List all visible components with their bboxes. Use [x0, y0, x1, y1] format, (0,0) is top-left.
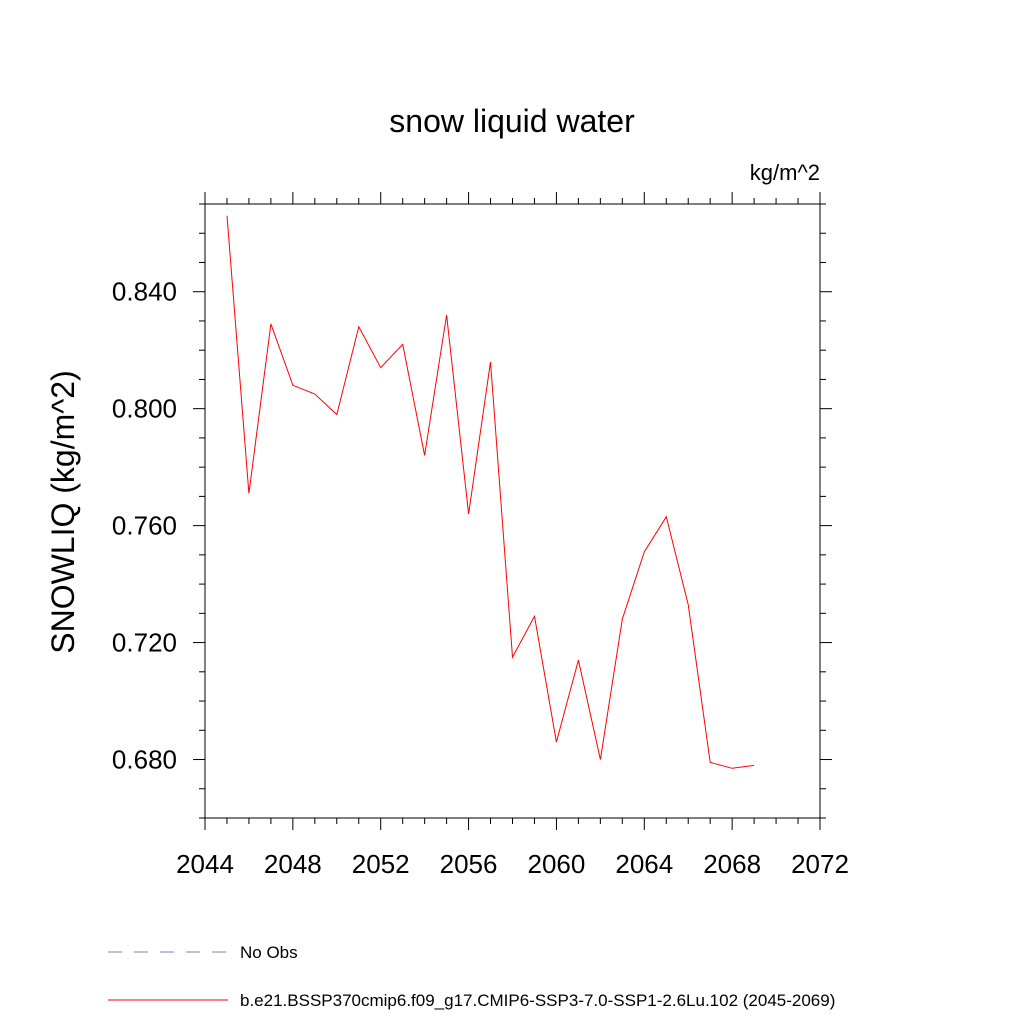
legend: No Obs b.e21.BSSP370cmip6.f09_g17.CMIP6-S…: [108, 943, 835, 1010]
x-tick-label: 2068: [703, 849, 761, 879]
y-tick-label: 0.840: [112, 277, 177, 307]
x-tick-label: 2044: [176, 849, 234, 879]
x-tick-label: 2064: [615, 849, 673, 879]
y-tick-label: 0.680: [112, 745, 177, 775]
legend-label-0: No Obs: [240, 943, 298, 962]
y-tick-label: 0.720: [112, 628, 177, 658]
legend-label-1: b.e21.BSSP370cmip6.f09_g17.CMIP6-SSP3-7.…: [240, 991, 835, 1010]
axis-ticks: [193, 192, 832, 830]
x-tick-label: 2056: [440, 849, 498, 879]
y-tick-label: 0.760: [112, 511, 177, 541]
y-tick-label: 0.800: [112, 394, 177, 424]
x-tick-label: 2048: [264, 849, 322, 879]
series-lines: [226, 215, 755, 769]
units-label: kg/m^2: [750, 160, 820, 185]
x-tick-label: 2072: [791, 849, 849, 879]
x-tick-label: 2052: [352, 849, 410, 879]
series-line-1: [226, 215, 755, 769]
plot-frame: [204, 203, 821, 819]
chart-title: snow liquid water: [389, 103, 635, 139]
x-tick-label: 2060: [528, 849, 586, 879]
y-axis-label: SNOWLIQ (kg/m^2): [45, 370, 81, 653]
tick-labels: 2044 2048 2052 2056 2060 2064 2068 2072 0.680 0.7…: [112, 277, 849, 879]
